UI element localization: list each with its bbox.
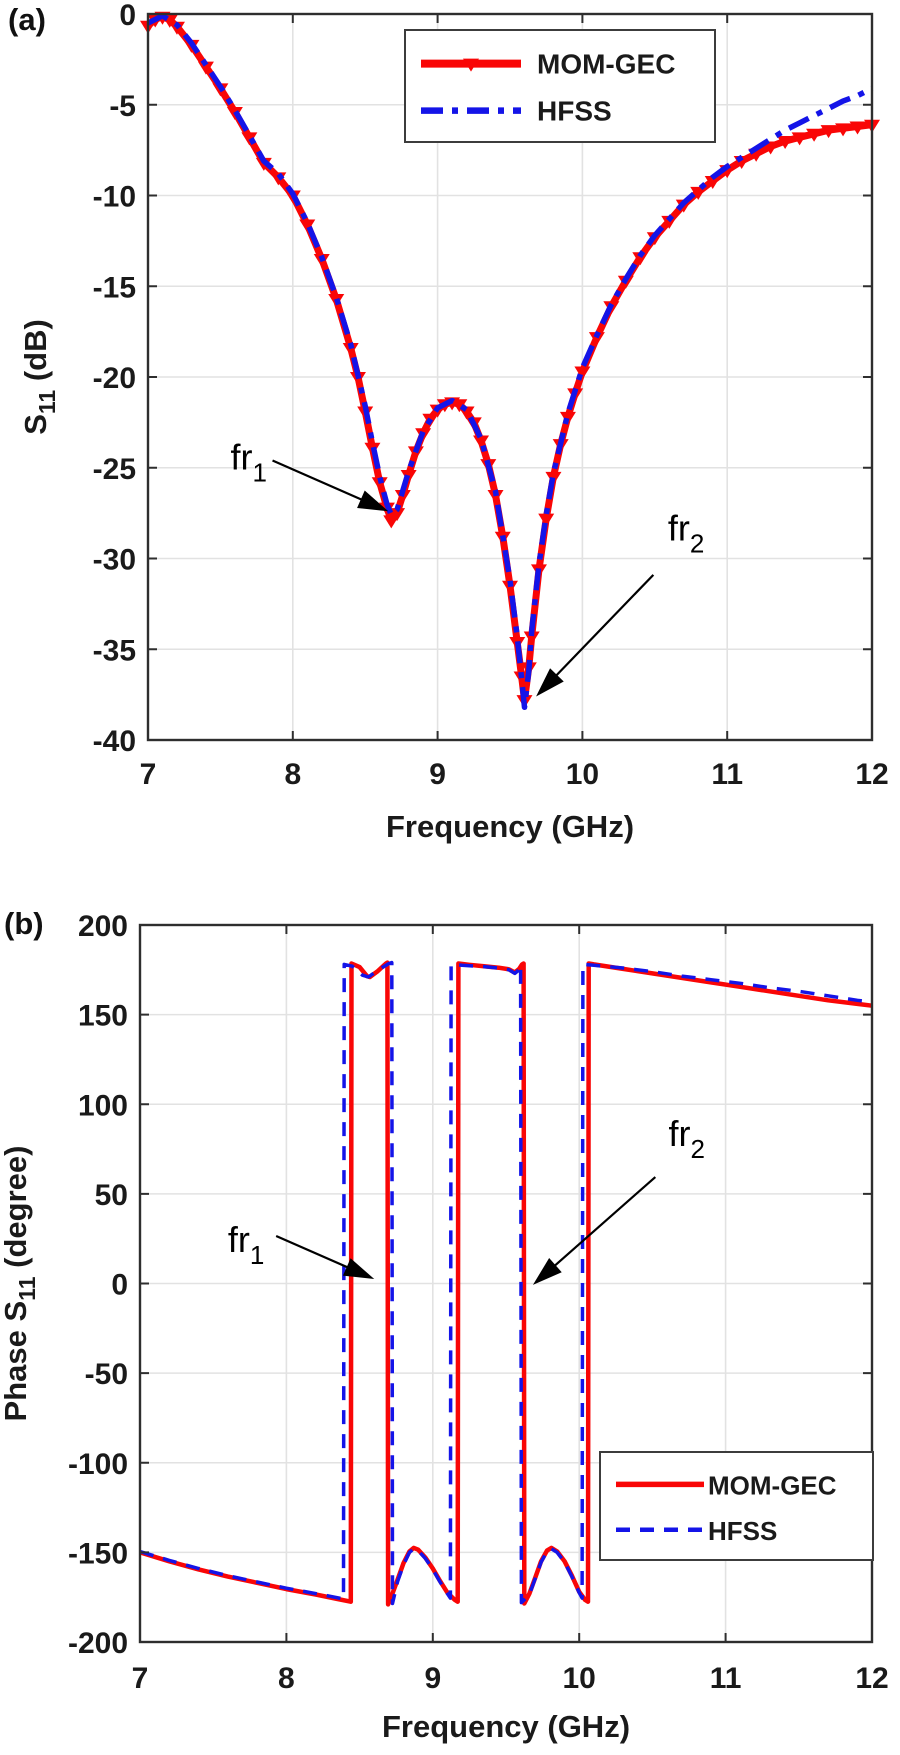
y-tick-label: 150	[78, 1000, 128, 1033]
annotation-text: fr1	[231, 437, 267, 488]
x-tick-label: 12	[855, 758, 888, 791]
y-tick-label: -15	[93, 271, 136, 304]
x-tick-label: 10	[563, 1662, 596, 1695]
triangle-down-marker	[704, 175, 721, 189]
x-tick-label: 9	[429, 758, 446, 791]
y-tick-label: 100	[78, 1089, 128, 1122]
triangle-down-marker	[849, 121, 866, 135]
y-tick-label: -50	[85, 1358, 128, 1391]
tick-labels-a: 7 8 9 10 11 12 0 -5 -10 -15 -20 -25 -30 -35 -40	[93, 0, 889, 791]
triangle-down-marker	[820, 125, 837, 139]
annotation-arrow-line	[547, 574, 655, 685]
x-tick-label: 12	[855, 1662, 888, 1695]
triangle-down-marker	[383, 515, 400, 529]
triangle-down-marker	[407, 446, 424, 460]
x-tick-label: 8	[278, 1662, 295, 1695]
y-axis-label-b: Phase S11 (degree)	[0, 1146, 40, 1422]
annotation-fr1-a: fr1	[231, 437, 389, 512]
y-tick-label: 50	[95, 1179, 128, 1212]
triangle-down-marker	[538, 513, 555, 527]
y-tick-label: -40	[93, 725, 136, 758]
triangle-down-marker	[574, 366, 591, 380]
y-tick-label: -35	[93, 634, 136, 667]
annotation-text: fr2	[669, 1113, 705, 1164]
triangle-down-marker	[777, 136, 794, 150]
legend-b: MOM-GEC HFSS	[599, 1451, 874, 1561]
x-tick-label: 8	[284, 758, 301, 791]
annotation-fr1-b: fr1	[228, 1219, 375, 1280]
triangle-down-marker	[299, 219, 316, 233]
triangle-down-marker	[502, 580, 518, 594]
y-tick-label: 0	[111, 1269, 128, 1302]
x-tick-label: 11	[710, 1662, 742, 1695]
triangle-down-marker	[791, 132, 808, 146]
triangle-down-marker	[197, 61, 214, 75]
x-tick-label: 7	[132, 1662, 149, 1695]
x-tick-label: 7	[140, 758, 157, 791]
legend-label-hfss: HFSS	[537, 96, 612, 127]
annotation-text: fr1	[228, 1219, 264, 1270]
y-tick-label: -10	[93, 181, 136, 214]
annotation-fr2-a: fr2	[536, 507, 704, 697]
x-tick-label: 9	[424, 1662, 441, 1695]
series-hfss-b	[139, 960, 873, 1606]
hfss-curve	[146, 13, 874, 711]
panel-b-label: (b)	[4, 906, 44, 941]
hfss-curve	[139, 960, 873, 1606]
y-tick-label: -200	[68, 1627, 128, 1660]
legend-label-mom_gec: MOM-GEC	[708, 1470, 837, 1500]
triangle-down-marker	[487, 489, 504, 503]
triangle-down-marker	[241, 132, 258, 146]
triangle-down-marker	[473, 435, 490, 449]
tick-labels-b: 7 8 9 10 11 12 200 150 100 50 0 -50 -100 -150 -200	[68, 910, 889, 1695]
chart-s11-magnitude: 7 8 9 10 11 12 0 -5 -10 -15 -20 -25 -30 -35 -40 Frequen…	[18, 0, 889, 844]
x-tick-label: 11	[711, 758, 743, 791]
annotation-arrow-line	[275, 1234, 359, 1273]
annotation-arrow-head	[357, 490, 389, 512]
x-axis-label-b: Frequency (GHz)	[382, 1709, 630, 1744]
annotation-arrow-line	[272, 459, 373, 506]
y-tick-label: -100	[68, 1448, 128, 1481]
x-axis-label-a: Frequency (GHz)	[386, 809, 634, 844]
triangle-down-marker	[389, 508, 406, 522]
triangle-down-marker	[835, 123, 852, 137]
triangle-down-marker	[523, 631, 540, 645]
y-tick-label: 200	[78, 910, 128, 943]
legend-marker-mom_gec	[463, 58, 479, 72]
chart-s11-phase: 7 8 9 10 11 12 200 150 100 50 0 -50 -100 -150 -200 Freq…	[0, 910, 889, 1744]
triangle-down-marker	[806, 128, 823, 142]
series-hfss-a	[146, 13, 874, 711]
annotation-text: fr2	[668, 507, 704, 558]
annotation-arrow-head	[532, 1257, 562, 1285]
y-tick-label: -30	[93, 544, 136, 577]
annotation-fr2-b: fr2	[532, 1113, 705, 1285]
y-tick-label: -5	[109, 90, 136, 123]
y-tick-label: -20	[93, 362, 136, 395]
triangle-down-marker	[451, 399, 468, 413]
axes-a	[146, 12, 874, 742]
legend-box	[404, 29, 716, 143]
triangle-down-marker	[690, 186, 707, 200]
annotation-arrow-head	[342, 1258, 375, 1280]
y-tick-label: -25	[93, 453, 136, 486]
legend-label-mom_gec: MOM-GEC	[537, 49, 675, 80]
triangle-down-marker	[342, 342, 359, 356]
triangle-down-marker	[632, 252, 649, 266]
y-axis-label-a: S11 (dB)	[18, 319, 60, 435]
legend-a: MOM-GEC HFSS	[404, 29, 716, 143]
annotation-arrow-head	[536, 668, 564, 697]
annotation-arrow-line	[545, 1176, 657, 1274]
legend-box	[599, 1451, 874, 1561]
legend-label-hfss: HFSS	[708, 1516, 777, 1546]
x-tick-label: 10	[566, 758, 599, 791]
triangle-down-marker	[661, 215, 678, 229]
panel-a-label: (a)	[8, 2, 46, 37]
y-tick-label: -150	[68, 1537, 128, 1570]
triangle-down-marker	[588, 332, 605, 346]
y-tick-label: 0	[119, 0, 136, 32]
